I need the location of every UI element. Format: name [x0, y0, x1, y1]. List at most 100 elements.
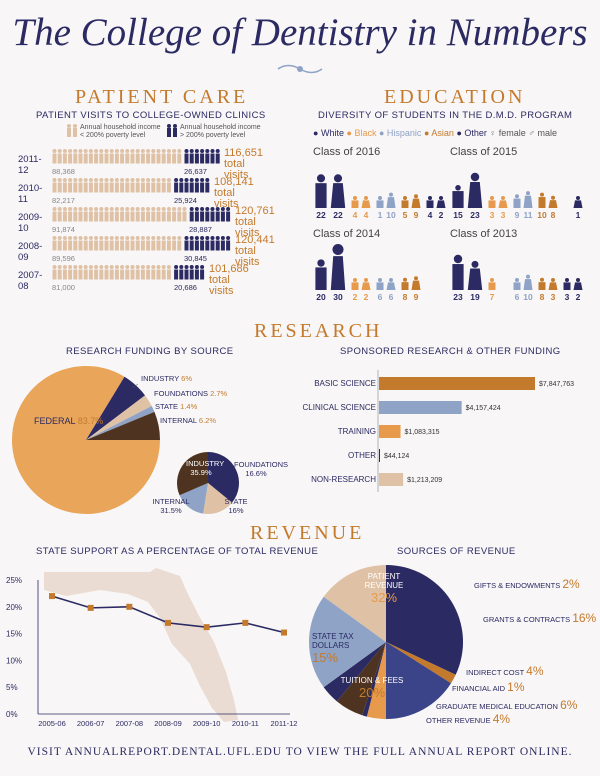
y-tick-label: 25%	[6, 576, 22, 585]
pie-slice	[208, 452, 239, 503]
y-tick-label: 0%	[6, 710, 18, 719]
class-figures	[315, 244, 421, 290]
legend-hispanic: Hispanic	[386, 128, 422, 138]
class-count: 4	[352, 210, 358, 220]
patient-care-heading: PATIENT CARE	[75, 86, 249, 108]
class-count: 6	[388, 292, 394, 302]
x-tick-label: 2007-08	[116, 719, 144, 728]
pie-slice	[386, 642, 456, 684]
sponsored-research-title: SPONSORED RESEARCH & OTHER FUNDING	[340, 346, 561, 357]
pie-label-industry: INDUSTRY 6%	[141, 374, 193, 383]
education-legend: ● White ● Black ● Hispanic ● Asian ● Oth…	[313, 128, 557, 138]
small-pie-foundations: FOUNDATIONS 16.6%	[234, 460, 289, 478]
class-count: 2	[363, 292, 369, 302]
class-count: 2	[438, 210, 444, 220]
pie-label-federal: FEDERAL 83.7%	[34, 416, 104, 426]
pie-slice	[366, 642, 386, 719]
visit-icons	[52, 178, 210, 193]
revenue-heading: REVENUE	[250, 522, 365, 544]
visit-low-count: 88,368	[52, 167, 75, 176]
bar-category-label: BASIC SCIENCE	[314, 379, 376, 388]
visit-year: 2007-08	[18, 270, 43, 292]
class-count: 4	[363, 210, 369, 220]
visit-high-count: 26,637	[184, 167, 207, 176]
pie-slice	[323, 642, 386, 702]
rev-label-state-tax: STATE TAX DOLLARS 15%	[312, 632, 354, 665]
legend-male: male	[537, 128, 557, 138]
class-count: 30	[333, 292, 343, 302]
line-point	[49, 593, 55, 600]
visit-high-count: 25,924	[174, 196, 197, 205]
pie-slice	[386, 565, 463, 675]
research-funding-title: RESEARCH FUNDING BY SOURCE	[66, 346, 234, 357]
rev-label-grants: GRANTS & CONTRACTS 16%	[483, 611, 597, 625]
class-count: 23	[470, 210, 480, 220]
class-name: Class of 2015	[450, 146, 518, 158]
visit-low-count: 89,596	[52, 254, 75, 263]
class-name: Class of 2014	[313, 228, 381, 240]
research-pies	[12, 366, 239, 514]
legend-low-icon	[66, 124, 78, 143]
visit-year: 2010-11	[18, 183, 43, 205]
legend-high-label: Annual household income > 200% poverty l…	[180, 124, 261, 139]
pie-label-foundations: FOUNDATIONS 2.7%	[154, 389, 228, 398]
pie-label-internal: INTERNAL 6.2%	[160, 416, 217, 425]
class-name: Class of 2013	[450, 228, 518, 240]
class-count: 6	[377, 292, 383, 302]
class-count: 10	[523, 292, 533, 302]
education-subtitle: DIVERSITY OF STUDENTS IN THE D.M.D. PROG…	[318, 110, 573, 121]
class-group: Class of 2013 23 19 7 6 10 8 3 3 2	[450, 228, 583, 302]
rev-label-other: OTHER REVENUE 4%	[426, 712, 511, 726]
visit-icons	[52, 236, 231, 251]
class-count: 10	[537, 210, 547, 220]
visit-low-count: 82,217	[52, 196, 75, 205]
class-count: 7	[489, 292, 495, 302]
sponsored-bar-chart: BASIC SCIENCE $7,847,763 CLINICAL SCIENCE $…	[303, 370, 574, 492]
class-count: 6	[514, 292, 520, 302]
pie-slice	[323, 565, 386, 642]
visit-total: 108,141 total visits	[214, 176, 254, 210]
pie-slice	[86, 376, 146, 440]
state-support-title: STATE SUPPORT AS A PERCENTAGE OF TOTAL R…	[36, 546, 319, 557]
line-point	[203, 624, 210, 631]
class-count: 1	[377, 210, 383, 220]
visit-icons	[52, 149, 220, 164]
class-count: 3	[550, 292, 556, 302]
class-count: 1	[575, 210, 581, 220]
rev-label-gifts: GIFTS & ENDOWMENTS 2%	[474, 577, 580, 591]
bar-category-label: TRAINING	[338, 427, 376, 436]
class-count: 3	[500, 210, 506, 220]
visit-high-count: 30,845	[184, 254, 207, 263]
class-count: 3	[489, 210, 495, 220]
research-heading: RESEARCH	[254, 320, 383, 342]
visit-high-count: 28,887	[189, 225, 212, 234]
bar	[379, 473, 404, 486]
class-count: 15	[453, 210, 463, 220]
bar-value-label: $1,213,209	[407, 477, 442, 484]
bar-category-label: OTHER	[348, 451, 376, 460]
patient-care-subtitle: PATIENT VISITS TO COLLEGE-OWNED CLINICS	[36, 110, 266, 121]
rev-label-patient: PATIENT REVENUE 32%	[364, 572, 404, 605]
line-point	[242, 619, 249, 626]
class-count: 22	[333, 210, 343, 220]
y-tick-label: 10%	[6, 656, 22, 665]
pie-slice	[179, 483, 208, 514]
rev-label-financial-aid: FINANCIAL AID 1%	[452, 680, 525, 694]
class-count: 23	[453, 292, 463, 302]
class-count: 20	[316, 292, 326, 302]
pie-slice	[86, 411, 160, 440]
pie-slice	[86, 405, 155, 440]
visit-total: 120,441 total visits	[235, 234, 275, 268]
visit-total: 116,651 total visits	[224, 147, 263, 181]
pie-slice	[203, 483, 233, 514]
visit-year: 2009-10	[18, 212, 43, 234]
x-tick-label: 2005-06	[38, 719, 66, 728]
bar-value-label: $7,847,763	[539, 381, 574, 388]
page-title: The College of Dentistry in Numbers	[12, 11, 588, 54]
pie-slice	[86, 395, 152, 440]
line-point	[281, 629, 287, 636]
legend-black: Black	[354, 128, 377, 138]
line-point	[87, 604, 94, 611]
bar-value-label: $44,124	[384, 453, 409, 460]
visit-low-count: 81,000	[52, 283, 75, 292]
